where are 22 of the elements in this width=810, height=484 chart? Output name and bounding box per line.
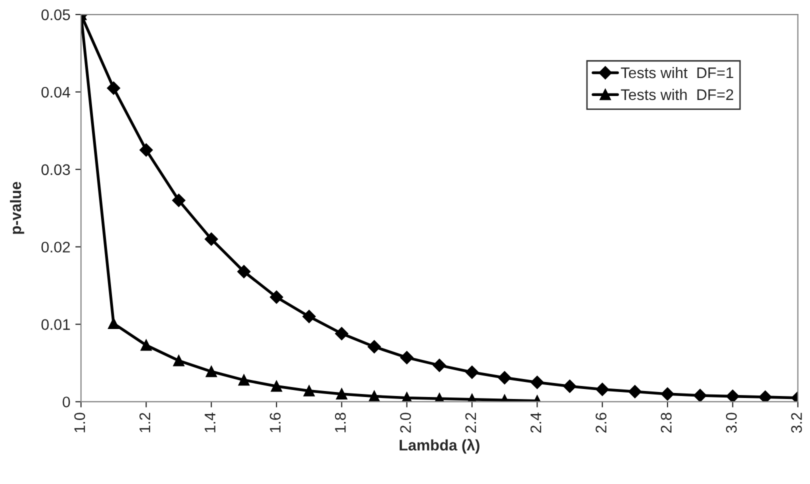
x-tick-label: 2.8: [660, 412, 672, 433]
y-tick-label: 0.03: [41, 164, 70, 176]
y-tick-label: 0.02: [41, 242, 70, 253]
legend-label: Tests wiht DF=1: [620, 66, 734, 78]
y-tick-label: 0.05: [41, 9, 70, 20]
x-axis-title: Lambda (λ): [400, 438, 480, 454]
y-tick-label: 0.04: [41, 86, 70, 98]
x-tick-label: 2.2: [465, 412, 476, 433]
x-tick-label: 1.2: [139, 412, 150, 432]
x-tick-label: 1.8: [334, 412, 346, 432]
x-tick-label: 2.4: [530, 412, 542, 433]
x-tick-label: 1.4: [204, 412, 216, 432]
x-tick-label: 1.6: [270, 412, 281, 432]
y-axis-title: p-value: [10, 182, 24, 234]
legend-label: Tests with DF=2: [620, 88, 734, 100]
x-tick-label: 2.0: [400, 412, 411, 433]
y-tick-label: 0: [62, 396, 70, 408]
x-tick-label: 2.6: [596, 412, 606, 433]
x-tick-label: 3.0: [726, 412, 737, 433]
y-tick-label: 0.01: [41, 319, 70, 330]
x-tick-label: 1.0: [74, 412, 86, 432]
x-tick-label: 3.2: [791, 412, 802, 433]
